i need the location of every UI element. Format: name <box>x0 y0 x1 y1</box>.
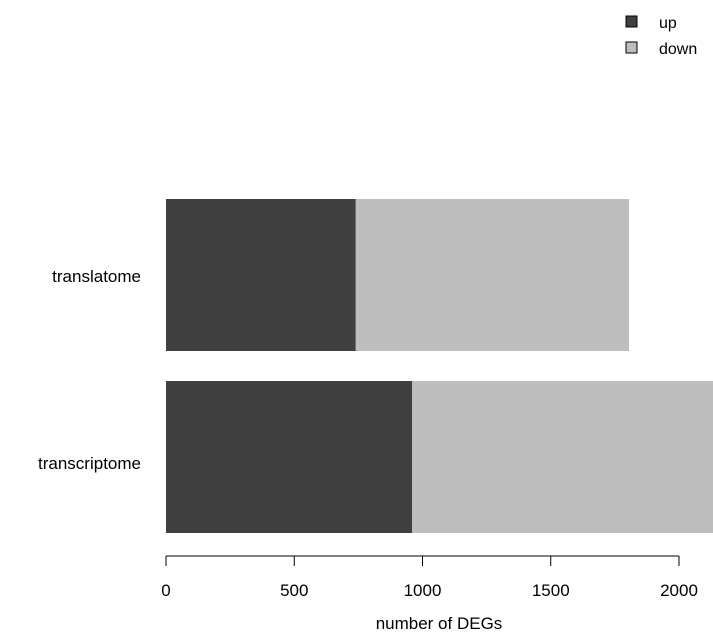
legend: up down <box>625 15 697 58</box>
x-tick-label-500: 500 <box>280 581 308 600</box>
bar-translatome-down <box>355 199 629 351</box>
legend-label-down: down <box>659 41 697 58</box>
x-ticks: 0 500 1000 1500 2000 <box>161 556 698 600</box>
legend-label-up: up <box>659 15 677 32</box>
x-tick-label-1000: 1000 <box>404 581 442 600</box>
x-axis: 0 500 1000 1500 2000 number of DEGs <box>161 555 698 633</box>
legend-swatch-down <box>625 41 638 54</box>
category-label-translatome: translatome <box>52 267 141 286</box>
x-axis-label: number of DEGs <box>376 614 503 633</box>
bars-group <box>166 199 713 533</box>
category-label-transcriptome: transcriptome <box>38 454 141 473</box>
bar-transcriptome-down <box>412 381 713 533</box>
legend-swatch-up <box>625 15 638 28</box>
category-labels: translatome transcriptome <box>38 267 141 473</box>
bar-transcriptome-up <box>166 381 413 533</box>
x-tick-label-2000: 2000 <box>660 581 698 600</box>
x-tick-label-1500: 1500 <box>532 581 570 600</box>
x-tick-label-0: 0 <box>161 581 170 600</box>
bar-translatome-up <box>166 199 356 351</box>
